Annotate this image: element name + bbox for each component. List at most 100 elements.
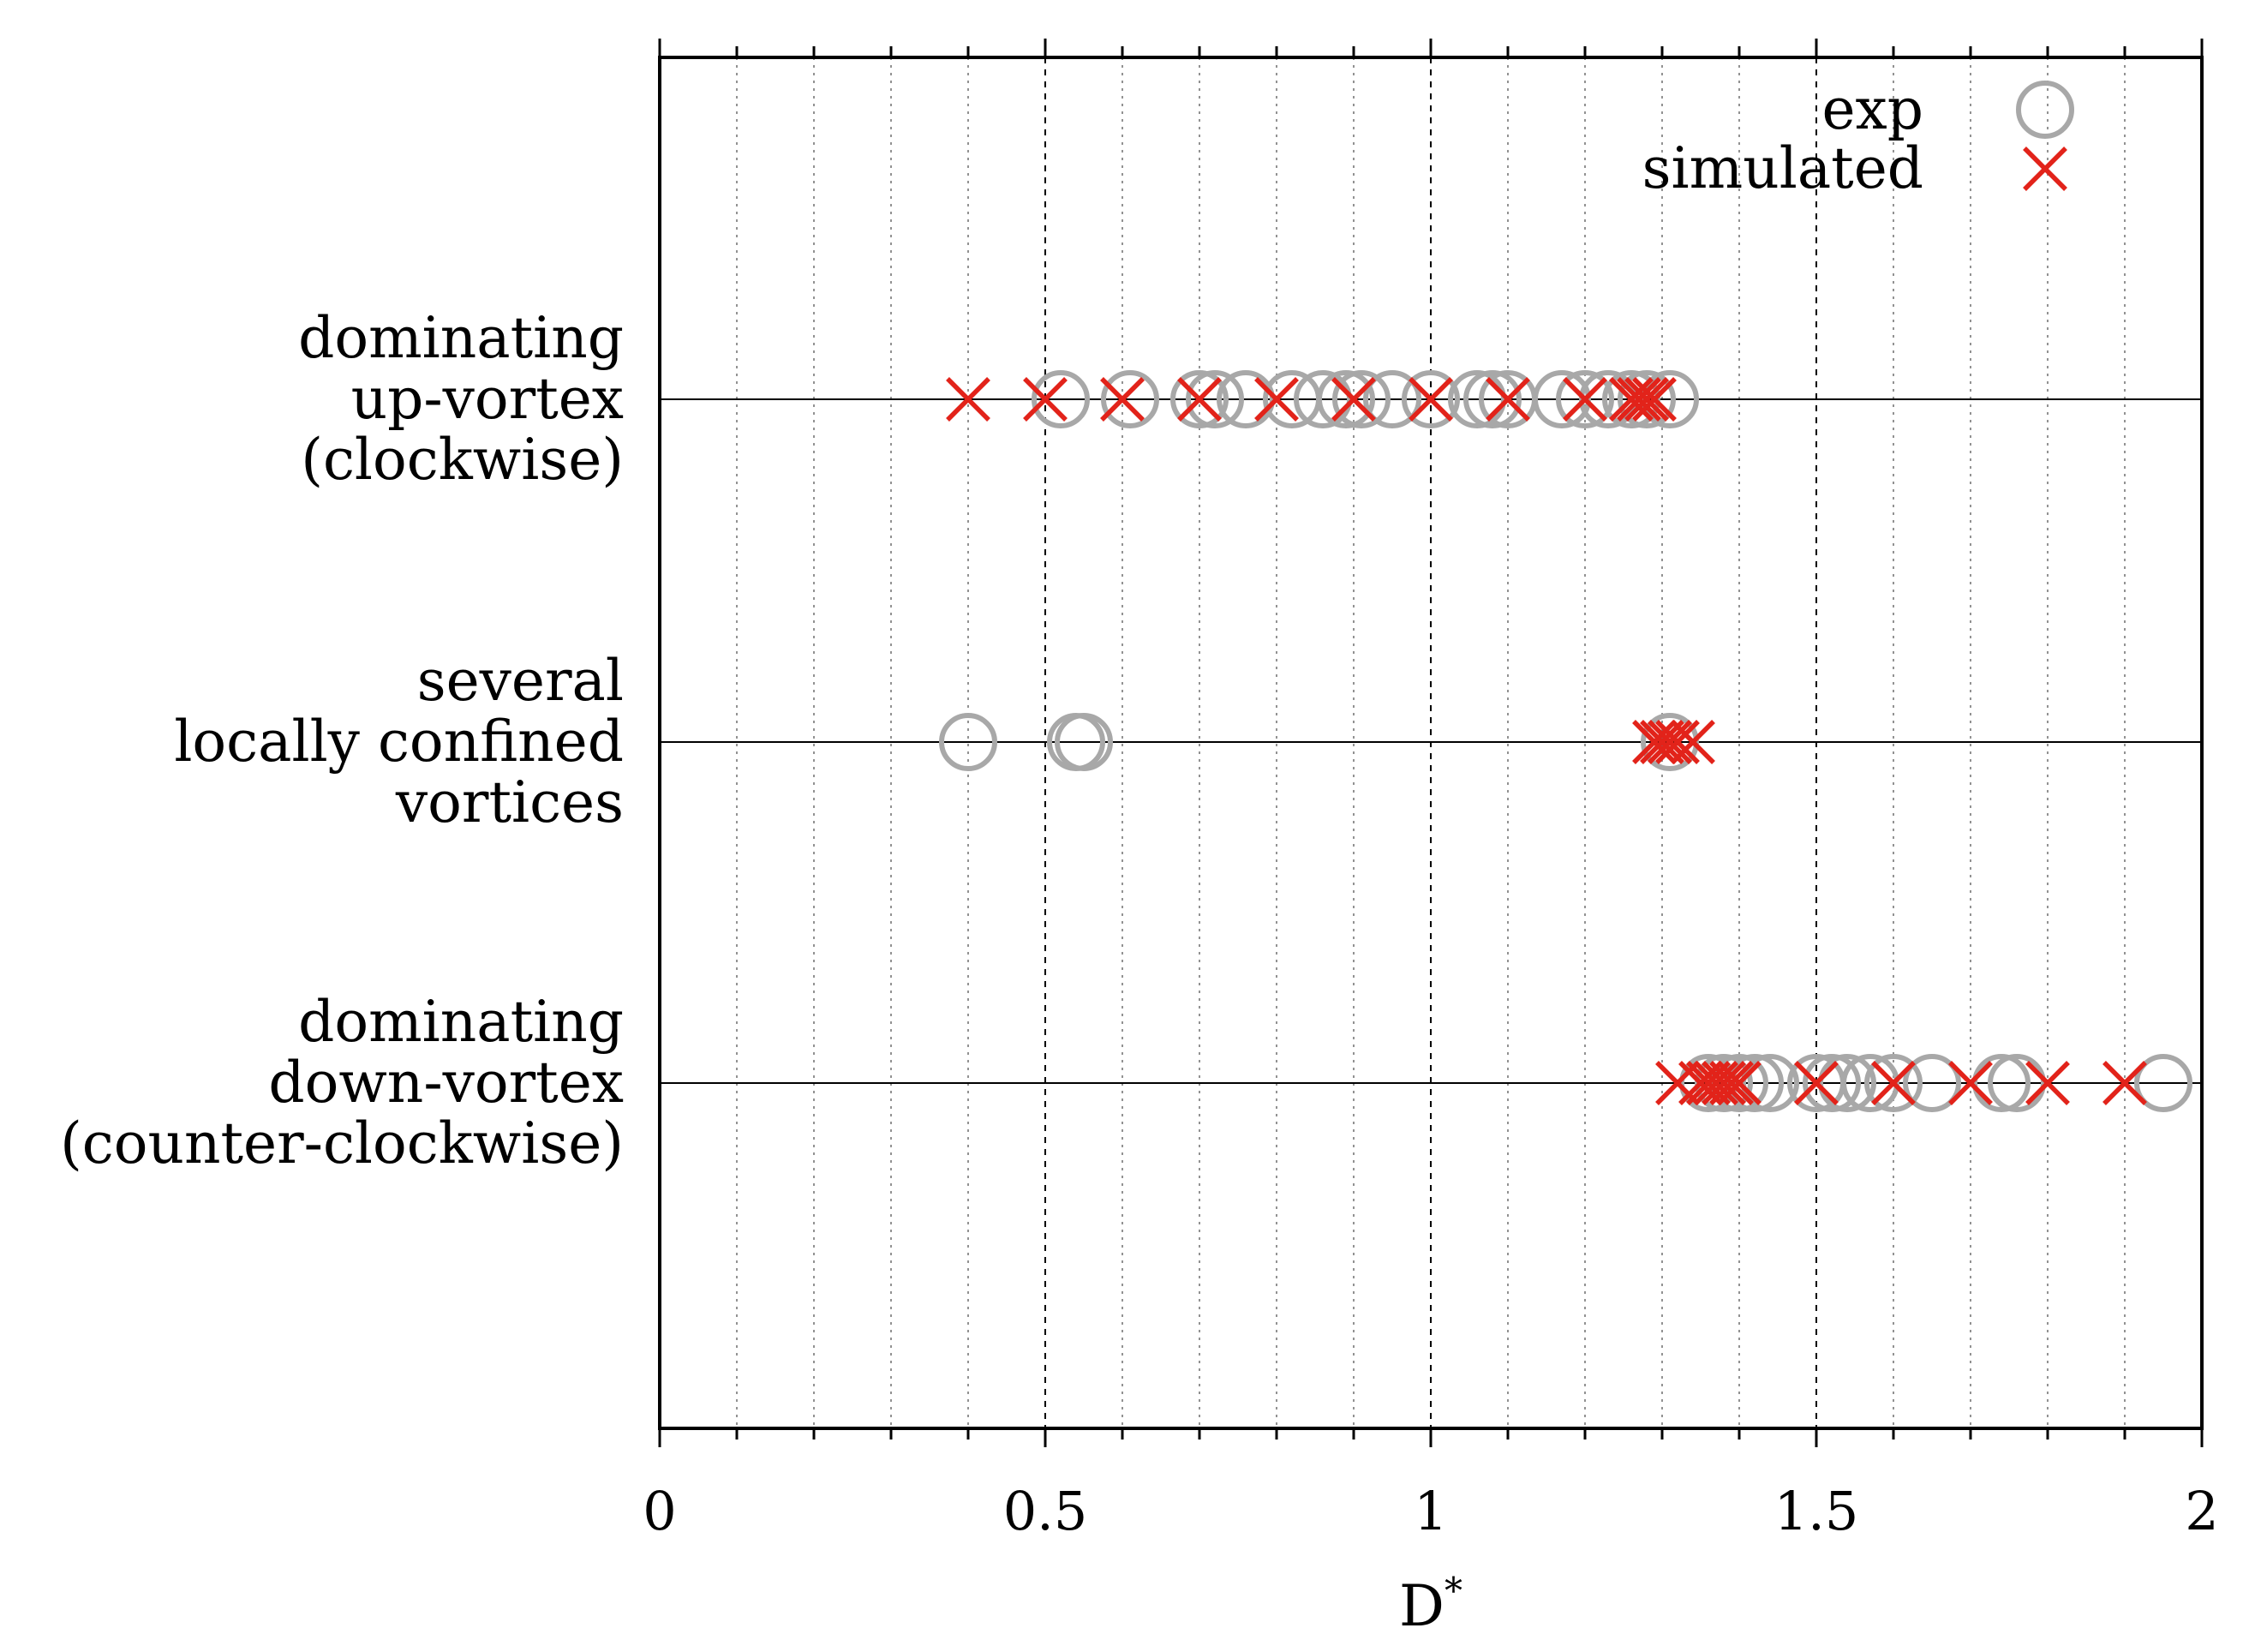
exp-point <box>1402 370 1460 428</box>
x-axis-title: D* <box>1399 1570 1462 1639</box>
cross-stroke <box>1717 1061 1762 1105</box>
exp-point <box>1726 1054 1784 1112</box>
x-tick-label: 1 <box>1414 1480 1447 1542</box>
exp-point <box>1864 1054 1923 1112</box>
exp-point <box>1363 370 1421 428</box>
simulated-point <box>1254 377 1299 422</box>
exp-point <box>1533 370 1591 428</box>
exp-point <box>1294 370 1352 428</box>
simulated-point <box>1640 720 1684 764</box>
series-simulated <box>946 377 2147 1105</box>
category-label-line: down-vortex <box>268 1050 624 1116</box>
exp-point <box>1841 1054 1899 1112</box>
legend-label-exp: exp <box>1821 76 1923 142</box>
cross-stroke <box>1794 1061 1839 1105</box>
exp-point <box>1556 370 1614 428</box>
exp-point <box>1803 1054 1861 1112</box>
simulated-point <box>1871 1061 1916 1105</box>
cross-stroke <box>1655 720 1700 764</box>
category-label-line: locally confined <box>174 709 624 775</box>
data-markers <box>939 370 2192 1112</box>
cross-stroke <box>1871 1061 1916 1105</box>
simulated-point <box>1331 377 1376 422</box>
category-labels: dominatingup-vortex(clockwise)severalloc… <box>60 305 624 1176</box>
exp-point <box>1641 370 1699 428</box>
x-axis-title-main: D <box>1399 1573 1444 1639</box>
x-tick-label: 0 <box>643 1480 676 1542</box>
simulated-point <box>2025 1061 2070 1105</box>
exp-point <box>1602 370 1660 428</box>
cross-stroke <box>1624 377 1669 422</box>
x-axis-title-superscript: * <box>1444 1570 1462 1612</box>
simulated-point <box>1563 377 1607 422</box>
exp-point <box>1818 1054 1876 1112</box>
simulated-point <box>1948 1061 1993 1105</box>
exp-point <box>1988 1054 2046 1112</box>
category-label-line: (clockwise) <box>301 427 624 493</box>
legend-marker-simulated <box>2023 147 2067 191</box>
exp-point <box>1679 1054 1738 1112</box>
cross-stroke <box>1177 377 1222 422</box>
cross-stroke <box>1409 377 1453 422</box>
simulated-point <box>1709 1061 1754 1105</box>
exp-point <box>1579 370 1637 428</box>
simulated-point <box>1655 720 1700 764</box>
simulated-point <box>1794 1061 1839 1105</box>
simulated-point <box>1686 1061 1731 1105</box>
simulated-point <box>1609 377 1654 422</box>
category-label-line: up-vortex <box>351 366 624 432</box>
x-axis-ticks <box>658 39 2204 1447</box>
x-tick-label: 0.5 <box>1003 1480 1088 1542</box>
exp-point <box>1972 1054 2031 1112</box>
cross-stroke <box>1609 377 1654 422</box>
cross-stroke <box>1694 1061 1738 1105</box>
exp-point <box>1710 1054 1768 1112</box>
exp-point <box>1463 370 1522 428</box>
exp-point <box>1618 370 1676 428</box>
exp-point <box>1170 370 1229 428</box>
category-label-line: dominating <box>298 989 624 1055</box>
cross-stroke <box>2025 1061 2070 1105</box>
cross-stroke <box>1254 377 1299 422</box>
exp-point <box>1695 1054 1753 1112</box>
cross-stroke <box>1709 1061 1754 1105</box>
x-tick-label: 2 <box>2185 1480 2218 1542</box>
exp-point <box>1903 1054 1961 1112</box>
cross-stroke <box>1671 720 1715 764</box>
simulated-point <box>1409 377 1453 422</box>
cross-stroke <box>1632 720 1677 764</box>
cross-stroke <box>1617 377 1661 422</box>
exp-point <box>1055 713 1113 771</box>
cross-stroke <box>1563 377 1607 422</box>
exp-point <box>1332 370 1391 428</box>
cross-stroke <box>1632 377 1677 422</box>
simulated-point <box>1624 377 1669 422</box>
simulated-point <box>1632 720 1677 764</box>
simulated-point <box>1486 377 1530 422</box>
simulated-point <box>1678 1061 1723 1105</box>
cross-stroke <box>946 377 990 422</box>
cross-stroke <box>1100 377 1145 422</box>
cross-stroke <box>1023 377 1068 422</box>
cross-stroke <box>1686 1061 1731 1105</box>
exp-point <box>1741 1054 1799 1112</box>
simulated-point <box>1671 720 1715 764</box>
cross-stroke <box>1648 720 1692 764</box>
simulated-point <box>1694 1061 1738 1105</box>
exp-point <box>1217 370 1275 428</box>
exp-point <box>1641 713 1699 771</box>
cross-stroke <box>1655 1061 1700 1105</box>
category-label-line: vortices <box>395 769 624 835</box>
simulated-point <box>1100 377 1145 422</box>
cross-stroke <box>1678 1061 1723 1105</box>
exp-point <box>1101 370 1159 428</box>
cross-stroke <box>1640 720 1684 764</box>
exp-point <box>1186 370 1244 428</box>
exp-point <box>1448 370 1506 428</box>
simulated-point <box>1702 1061 1746 1105</box>
legend-label-simulated: simulated <box>1642 135 1923 201</box>
